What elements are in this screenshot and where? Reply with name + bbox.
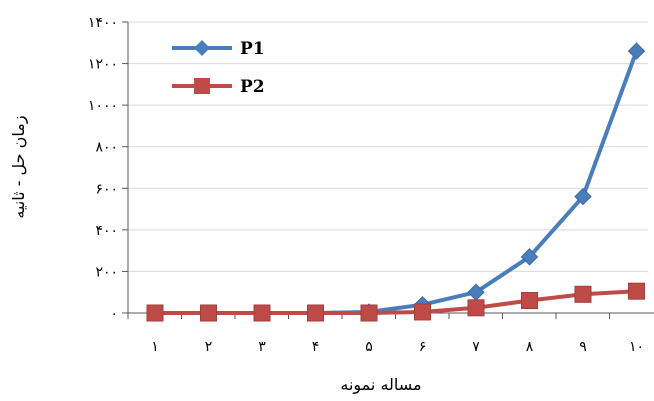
legend: P1 P2 [172, 39, 265, 97]
data-point-p2 [574, 285, 592, 303]
x-tick-label: ۶ [419, 339, 427, 355]
x-tick-label: ۷ [472, 339, 480, 355]
data-point-p2 [146, 304, 164, 322]
x-tick-label: ۸ [526, 339, 534, 355]
data-point-p2 [360, 304, 378, 322]
y-tick-labels: ۰ ۲۰۰ ۴۰۰ ۶۰۰ ۸۰۰ ۱۰۰۰ ۱۲۰۰ ۱۴۰۰ [88, 15, 118, 322]
data-point-p2 [414, 303, 431, 321]
y-tick-label: ۰ [110, 306, 118, 322]
y-tick-label: ۴۰۰ [95, 223, 118, 239]
series-line-p1 [155, 50, 639, 315]
legend-marker-p1 [194, 40, 210, 56]
y-tick-label: ۱۲۰۰ [88, 57, 118, 73]
x-tick-label: ۱۰ [629, 339, 644, 355]
data-point-p2 [253, 304, 271, 322]
x-tick-label: ۴ [312, 339, 320, 355]
legend-marker-p2 [194, 78, 210, 94]
data-point-p2 [200, 304, 217, 322]
x-tick-label: ۹ [579, 339, 587, 355]
data-point-p2 [628, 282, 645, 300]
legend-label-p1: P1 [240, 39, 265, 59]
x-axis-title: مساله نمونه [340, 375, 421, 395]
data-point-p1 [574, 187, 592, 206]
x-tick-label: ۳ [258, 339, 266, 355]
data-point-p2 [307, 304, 324, 322]
y-tick-label: ۸۰۰ [95, 140, 118, 156]
series-group [146, 42, 646, 322]
legend-label-p2: P2 [240, 77, 265, 97]
y-tick-label: ۱۰۰۰ [88, 98, 118, 114]
y-tick-label: ۱۴۰۰ [88, 15, 118, 31]
y-tick-label: ۶۰۰ [95, 181, 118, 197]
gridlines [128, 21, 648, 272]
series-p2 [146, 282, 645, 322]
data-point-p2 [467, 299, 485, 317]
data-point-p2 [521, 292, 538, 310]
x-tick-label: ۱ [151, 339, 159, 355]
axes [122, 21, 654, 319]
x-tick-label: ۵ [365, 339, 373, 355]
series-line-p2 [155, 289, 637, 315]
y-tick-label: ۲۰۰ [95, 264, 118, 280]
data-point-p1 [627, 42, 646, 60]
x-tick-labels: ۱ ۲ ۳ ۴ ۵ ۶ ۷ ۸ ۹ ۱۰ [151, 339, 644, 355]
x-tick-label: ۲ [205, 339, 213, 355]
y-axis-title: زمان حل - ثانیه [9, 115, 29, 218]
data-point-p1 [520, 248, 539, 266]
